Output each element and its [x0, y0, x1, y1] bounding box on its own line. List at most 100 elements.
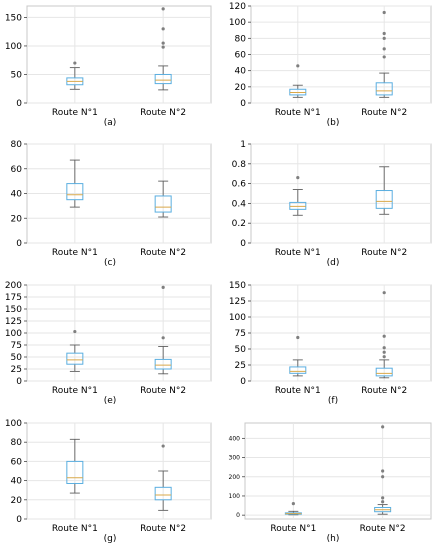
x-tick-label: Route N°1: [52, 524, 98, 534]
plot-frame: [250, 143, 432, 244]
y-tick-label: 100: [5, 42, 22, 52]
box-2: [375, 10, 393, 98]
x-tick-label: Route N°1: [52, 108, 98, 118]
x-tick-label: Route N°1: [275, 108, 321, 118]
y-tick-label: 200: [5, 281, 22, 291]
y-tick-label: 0: [240, 239, 246, 249]
outlier-point: [73, 61, 77, 65]
box-1: [289, 335, 307, 377]
panel-c: 0 20 40 60 80 Route N°1 Route N°2 (c): [11, 140, 212, 268]
y-tick-label: 1: [240, 140, 246, 150]
outlier-point: [381, 425, 385, 429]
outlier-point: [382, 334, 386, 338]
y-tick-label: 100: [229, 18, 246, 28]
y-tick-label: 0: [16, 377, 22, 387]
outlier-point: [296, 176, 300, 180]
outlier-point: [382, 291, 386, 295]
y-tick-label: 75: [235, 329, 246, 339]
panel-f: 0 25 50 75 100 125 150 Route N°1 Route N°2 (f): [229, 281, 432, 406]
outlier-point: [161, 444, 165, 448]
outlier-point: [382, 350, 386, 354]
y-tick-label: 0: [240, 99, 246, 109]
box-2: [154, 444, 172, 511]
panel-caption: (a): [104, 118, 117, 128]
y-tick-label: 20: [11, 496, 23, 506]
outlier-point: [382, 10, 386, 15]
iqr-box: [375, 367, 393, 377]
y-tick-label: 100: [5, 329, 22, 339]
x-tick-label: Route N°1: [52, 386, 98, 396]
outlier-point: [161, 45, 165, 49]
y-tick-label: 175: [5, 293, 22, 303]
y-tick-label: 60: [11, 165, 23, 175]
box-1: [289, 176, 307, 216]
y-tick-label: 20: [235, 83, 247, 93]
x-tick-label: Route N°2: [140, 524, 186, 534]
outlier-point: [381, 496, 385, 500]
panel-a: 0 50 100 150 Route N°1 Route N°2 (a): [5, 5, 212, 128]
iqr-box: [289, 366, 307, 374]
y-tick-label: 100: [229, 313, 246, 323]
outlier-point: [161, 285, 165, 289]
y-tick-label: 80: [11, 438, 23, 448]
y-tick-label: 100: [229, 493, 241, 500]
y-tick-label: 0.2: [232, 219, 246, 229]
x-tick-label: Route N°1: [270, 524, 316, 534]
box-1: [66, 329, 84, 372]
outlier-point: [291, 502, 295, 506]
plot-frame: [26, 422, 212, 520]
iqr-box: [154, 195, 172, 213]
box-2: [374, 425, 392, 515]
box-2: [154, 180, 172, 218]
panel-d: 0 0.2 0.4 0.6 0.8 1 Route N°1 Route N°2 (d): [232, 140, 432, 268]
y-tick-label: 0: [16, 515, 22, 525]
x-tick-label: Route N°2: [140, 386, 186, 396]
x-tick-label: Route N°1: [275, 386, 321, 396]
x-tick-label: Route N°2: [140, 108, 186, 118]
panel-caption: (g): [104, 534, 117, 544]
box-1: [66, 438, 84, 494]
box-1: [289, 64, 307, 98]
x-tick-label: Route N°1: [275, 248, 321, 258]
panel-caption: (b): [327, 118, 340, 128]
panel-caption: (e): [104, 396, 117, 406]
outlier-point: [161, 7, 165, 11]
y-tick-label: 300: [229, 455, 241, 462]
box-1: [66, 159, 84, 208]
y-tick-label: 0.4: [232, 199, 247, 209]
panel-b: 0 20 40 60 80 100 120 Route N°1 Route N°2 (b): [229, 2, 432, 128]
panel-g: 0 20 40 60 80 100 Route N°1 Route N°2 (g): [5, 419, 212, 544]
iqr-box: [66, 460, 84, 484]
iqr-box: [154, 486, 172, 501]
x-tick-label: Route N°2: [140, 248, 186, 258]
y-tick-label: 40: [11, 190, 23, 200]
box-2: [375, 166, 393, 215]
outlier-point: [161, 41, 165, 45]
iqr-box: [154, 358, 172, 370]
box-2: [154, 7, 172, 91]
panel-e: 0 25 50 75 100 125 150 175 200 Route N°1 Route N°2…: [5, 281, 212, 406]
y-tick-label: 50: [11, 70, 23, 80]
outlier-point: [296, 335, 300, 340]
y-tick-label: 125: [229, 297, 246, 307]
outlier-point: [382, 55, 386, 59]
plot-frame: [26, 5, 212, 104]
y-tick-label: 200: [229, 474, 241, 481]
iqr-box: [66, 352, 84, 365]
iqr-box: [375, 82, 393, 96]
y-tick-label: 25: [235, 361, 246, 371]
y-tick-label: 0.8: [232, 160, 247, 170]
x-tick-label: Route N°2: [361, 108, 407, 118]
outlier-point: [382, 355, 386, 359]
panel-caption: (c): [104, 258, 116, 268]
panel-caption: (f): [328, 396, 338, 406]
y-tick-label: 60: [235, 51, 247, 61]
outlier-point: [381, 500, 385, 504]
outlier-point: [382, 31, 386, 36]
y-tick-label: 40: [235, 67, 247, 77]
x-tick-label: Route N°2: [360, 524, 406, 534]
box-2: [154, 285, 172, 375]
outlier-point: [382, 36, 386, 40]
y-tick-label: 0.6: [232, 180, 247, 190]
